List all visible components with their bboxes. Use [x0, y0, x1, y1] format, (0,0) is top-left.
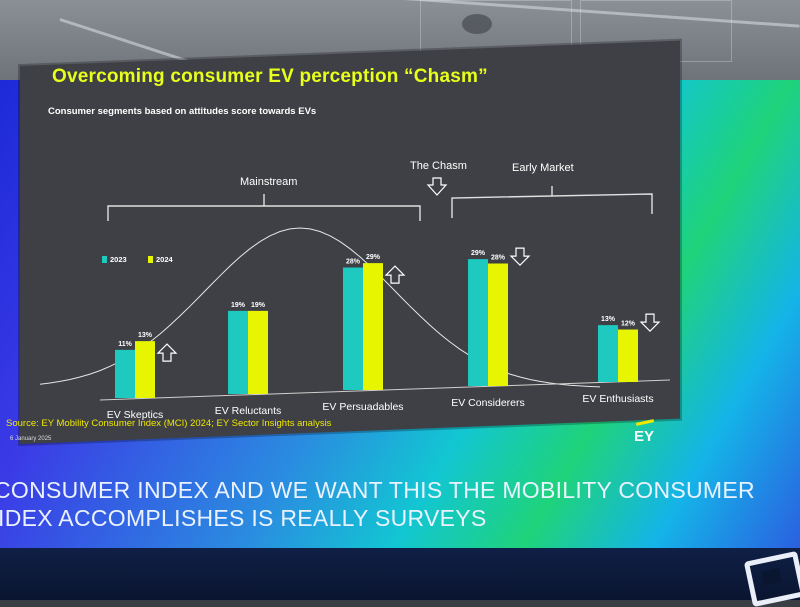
trend-down-arrow-icon — [509, 247, 531, 266]
slide-subtitle: Consumer segments based on attitudes sco… — [48, 106, 317, 117]
caption-line-2: IDEX ACCOMPLISHES IS REALLY SURVEYS — [0, 505, 487, 531]
trend-down-arrow-icon — [639, 313, 661, 332]
bracket-label-early-market: Early Market — [512, 162, 574, 174]
data-label-2023-2: 28% — [346, 259, 361, 266]
source-note: Source: EY Mobility Consumer Index (MCI)… — [6, 418, 332, 429]
data-label-2024-1: 19% — [251, 302, 266, 309]
trend-up-arrow-icon — [384, 265, 406, 284]
slide-title: Overcoming consumer EV perception “Chasm… — [52, 66, 488, 87]
chart-canvas: 11% 13% EV Skeptics 19% 19% EV Reluctants 28% 2… — [39, 177, 671, 421]
bracket-mainstream — [107, 205, 421, 221]
slide-date: 6 January 2025 — [10, 436, 52, 442]
live-caption: CONSUMER INDEX AND WE WANT THIS THE MOBI… — [0, 476, 800, 532]
venue-logo-inner — [761, 567, 782, 586]
legend-swatch-2024 — [148, 256, 153, 263]
trend-up-arrow-icon — [156, 343, 178, 362]
bracket-label-chasm: The Chasm — [410, 160, 467, 172]
trend-arrows — [156, 247, 661, 362]
segment-brackets — [107, 177, 653, 221]
ceiling-speaker — [462, 14, 492, 34]
bracket-early-market — [451, 193, 653, 218]
bracket-label-mainstream: Mainstream — [240, 176, 298, 188]
data-label-2023-1: 19% — [231, 302, 246, 309]
legend-label-2023: 2023 — [110, 255, 127, 264]
category-label-ev-persuadables: EV Persuadables — [322, 401, 403, 413]
data-label-2023-4: 13% — [601, 316, 616, 323]
bar-2023-ev-skeptics — [115, 349, 135, 398]
bar-series: 11% 13% EV Skeptics 19% 19% EV Reluctants 28% 2… — [107, 250, 654, 421]
x-axis-line — [99, 379, 671, 401]
bar-2024-ev-skeptics — [135, 341, 155, 398]
legend-swatch-2023 — [102, 256, 107, 263]
category-label-ev-reluctants: EV Reluctants — [215, 405, 282, 417]
chasm-arrow-icon — [426, 177, 448, 196]
category-label-ev-considerers: EV Considerers — [451, 397, 525, 409]
category-label-ev-skeptics: EV Skeptics — [107, 409, 164, 421]
bar-2023-ev-persuadables — [343, 267, 363, 390]
data-label-2024-3: 28% — [491, 255, 506, 262]
data-label-2023-0: 11% — [118, 341, 132, 348]
bar-2023-ev-reluctants — [228, 310, 248, 394]
stage-base — [0, 548, 800, 600]
bar-2024-ev-persuadables — [363, 263, 383, 390]
caption-line-1: CONSUMER INDEX AND WE WANT THIS THE MOBI… — [0, 477, 755, 503]
legend-label-2024: 2024 — [156, 255, 174, 264]
data-label-2023-3: 29% — [471, 250, 486, 257]
data-label-2024-2: 29% — [366, 254, 381, 261]
bar-2023-ev-considerers — [468, 259, 488, 386]
bar-2024-ev-reluctants — [248, 310, 268, 394]
bar-2024-ev-enthusiasts — [618, 329, 638, 382]
data-label-2024-0: 13% — [138, 332, 153, 339]
bar-2023-ev-enthusiasts — [598, 325, 618, 382]
data-label-2024-4: 12% — [621, 321, 636, 328]
venue-logo — [743, 550, 800, 607]
chart-legend: 2023 2024 — [102, 255, 174, 264]
bar-2024-ev-considerers — [488, 263, 508, 386]
ey-logo: EY — [634, 428, 655, 445]
category-label-ev-enthusiasts: EV Enthusiasts — [582, 393, 653, 405]
